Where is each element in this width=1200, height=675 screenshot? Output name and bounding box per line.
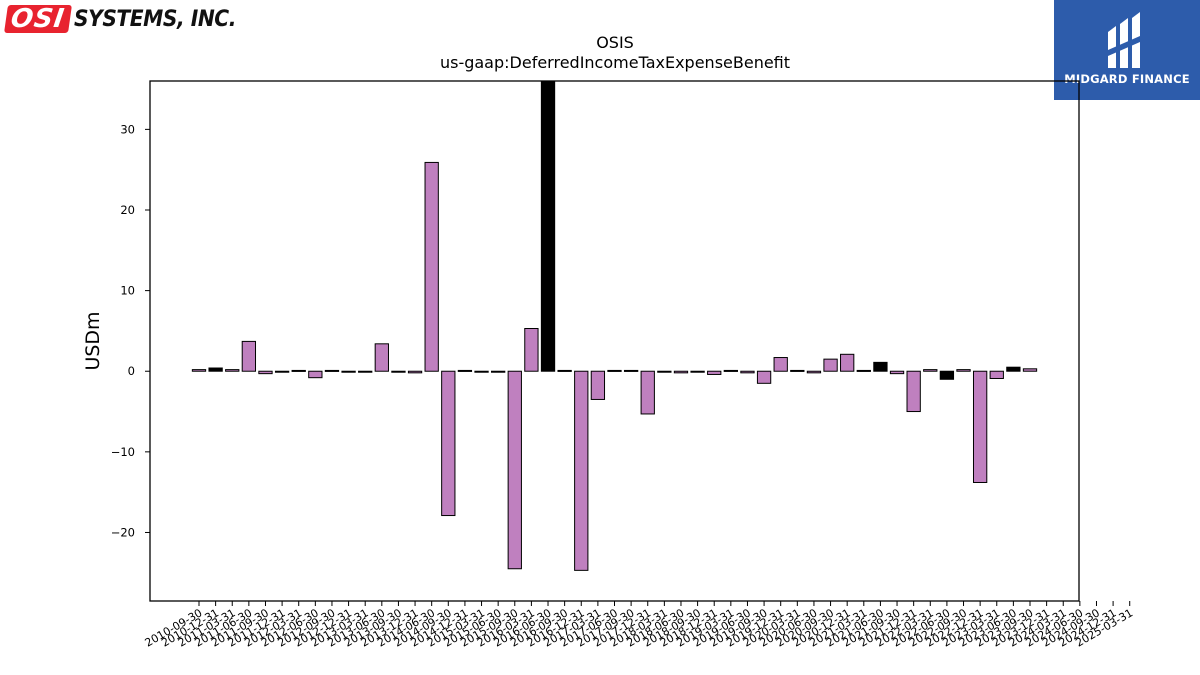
bar bbox=[856, 369, 871, 372]
chart-title: OSIS bbox=[596, 33, 634, 52]
bar bbox=[956, 369, 971, 372]
bar bbox=[590, 370, 606, 400]
bar bbox=[474, 370, 489, 373]
bar bbox=[258, 370, 273, 375]
bar bbox=[756, 370, 772, 384]
x-axis-ticks: 2010-09-302010-12-312011-03-312011-06-30… bbox=[143, 601, 1135, 650]
midgard-finance-label: MIDGARD FINANCE bbox=[1064, 72, 1190, 86]
bar bbox=[274, 370, 290, 373]
bar bbox=[657, 370, 672, 373]
bar bbox=[840, 353, 855, 372]
chart-subtitle: us-gaap:DeferredIncomeTaxExpenseBenefit bbox=[440, 53, 790, 72]
bar bbox=[690, 370, 705, 373]
bar bbox=[989, 370, 1004, 379]
osi-systems-logo: OSI SYSTEMS, INC. bbox=[4, 4, 250, 34]
y-tick-label: 20 bbox=[120, 203, 135, 217]
bar bbox=[208, 367, 223, 372]
bar bbox=[607, 369, 622, 372]
bar bbox=[374, 343, 389, 372]
y-axis-label: USDm bbox=[82, 311, 104, 370]
y-tick-label: −20 bbox=[111, 525, 135, 539]
bar bbox=[1022, 368, 1038, 372]
y-tick-label: 30 bbox=[120, 122, 135, 136]
bar-series bbox=[191, 80, 1038, 571]
bar bbox=[358, 370, 373, 373]
bar bbox=[939, 370, 955, 380]
bar bbox=[341, 370, 356, 373]
bar bbox=[873, 361, 888, 372]
plot-frame bbox=[149, 80, 1080, 602]
bar bbox=[806, 370, 822, 374]
bar bbox=[391, 370, 406, 373]
bar bbox=[407, 370, 423, 374]
bar bbox=[507, 370, 522, 570]
osi-logo-text: SYSTEMS, INC. bbox=[73, 6, 236, 32]
bar bbox=[773, 357, 788, 372]
bar bbox=[424, 161, 439, 372]
bar bbox=[1006, 366, 1021, 372]
bar bbox=[707, 370, 722, 375]
y-tick-label: −10 bbox=[111, 445, 135, 459]
bar bbox=[557, 369, 572, 372]
bar bbox=[889, 370, 905, 375]
bar bbox=[723, 369, 738, 372]
bar bbox=[191, 369, 207, 372]
midgard-mark-icon bbox=[1108, 12, 1140, 68]
midgard-finance-logo: MIDGARD FINANCE bbox=[1054, 0, 1200, 100]
bar bbox=[790, 369, 805, 372]
bar bbox=[291, 369, 306, 372]
bar bbox=[308, 370, 323, 379]
bar bbox=[540, 80, 556, 372]
bar bbox=[457, 369, 473, 372]
bar bbox=[441, 370, 456, 517]
bar bbox=[623, 369, 639, 372]
bar bbox=[906, 370, 921, 413]
bar bbox=[972, 370, 988, 483]
bar bbox=[640, 370, 655, 415]
bar bbox=[923, 369, 938, 372]
y-axis-ticks: −20 −10 0 10 20 30 bbox=[111, 122, 150, 539]
bar bbox=[740, 370, 755, 374]
bar bbox=[241, 340, 257, 372]
bar bbox=[574, 370, 589, 571]
y-tick-label: 10 bbox=[120, 284, 135, 298]
bar bbox=[524, 328, 539, 372]
bar bbox=[823, 358, 838, 372]
bar bbox=[673, 370, 689, 374]
y-tick-label: 0 bbox=[128, 364, 135, 378]
bar bbox=[324, 369, 340, 372]
bar bbox=[225, 369, 240, 372]
bar bbox=[491, 370, 506, 373]
